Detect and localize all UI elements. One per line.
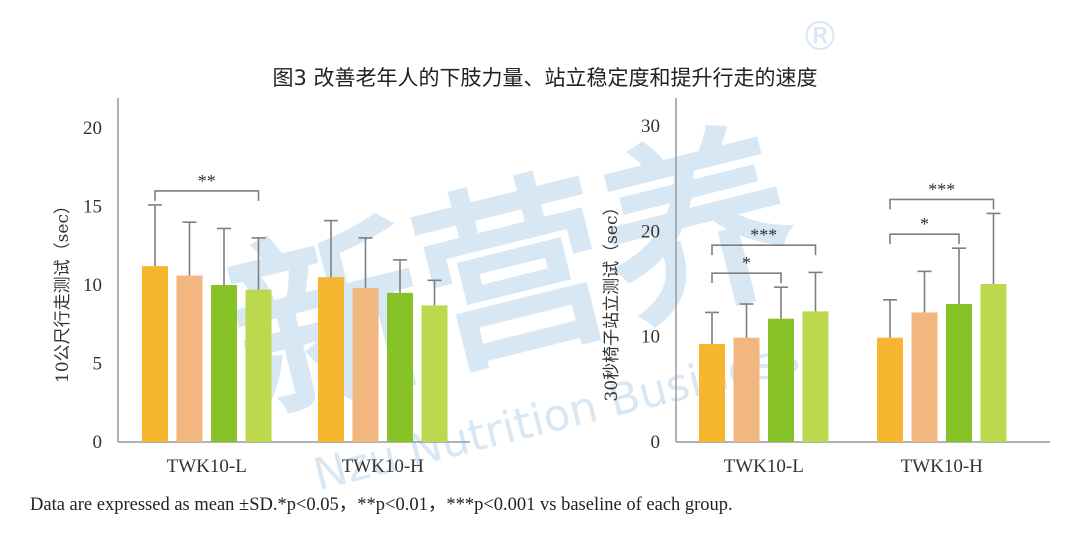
bar	[911, 312, 938, 442]
significance-bracket	[711, 244, 817, 256]
significance-bracket	[889, 198, 995, 210]
significance-bracket	[889, 233, 960, 245]
bar	[802, 311, 829, 442]
y-tick-label: 15	[83, 197, 102, 218]
y-tick-label: 30	[641, 116, 660, 137]
bar	[245, 289, 272, 442]
watermark-registered: ®	[800, 14, 840, 60]
significance-label: ***	[928, 179, 955, 199]
x-tick-label: TWK10-H	[342, 456, 425, 477]
chart-title: 图3 改善老年人的下肢力量、站立稳定度和提升行走的速度	[272, 66, 817, 90]
significance-bracket	[154, 190, 260, 201]
y-tick-label: 10	[641, 327, 660, 348]
bar	[733, 337, 760, 442]
bar	[946, 304, 972, 442]
x-tick-label: TWK10-L	[724, 456, 804, 477]
bar	[699, 344, 725, 442]
y-axis-label: 30秒椅子站立测试（sec）	[602, 199, 622, 402]
bar	[768, 318, 794, 442]
footnote: Data are expressed as mean ±SD.*p<0.05，*…	[30, 495, 733, 515]
x-tick-label: TWK10-H	[901, 456, 984, 477]
bar	[211, 285, 237, 442]
bar	[421, 305, 448, 442]
bar	[352, 288, 379, 442]
bar	[980, 284, 1007, 442]
y-tick-label: 5	[93, 354, 103, 375]
y-axis-label: 10公尺行走测试（sec）	[53, 197, 73, 383]
bar	[387, 292, 413, 442]
x-tick-label: TWK10-L	[167, 456, 247, 477]
y-tick-label: 0	[93, 432, 103, 453]
significance-label: *	[920, 214, 929, 234]
bar	[176, 275, 203, 442]
significance-bracket	[711, 272, 782, 284]
y-tick-label: 10	[83, 275, 102, 296]
bar	[318, 277, 344, 442]
y-tick-label: 0	[651, 432, 661, 453]
y-tick-label: 20	[641, 221, 660, 242]
chart-10m-walk: 0 5 10 15 20 10公尺行走测试（sec） TWK10-L TWK10-H **	[53, 98, 470, 477]
y-tick-label: 20	[83, 118, 102, 139]
significance-label: ***	[750, 225, 777, 245]
significance-label: *	[742, 253, 751, 273]
bar	[877, 337, 903, 442]
bar	[142, 266, 168, 442]
significance-label: **	[198, 171, 216, 191]
